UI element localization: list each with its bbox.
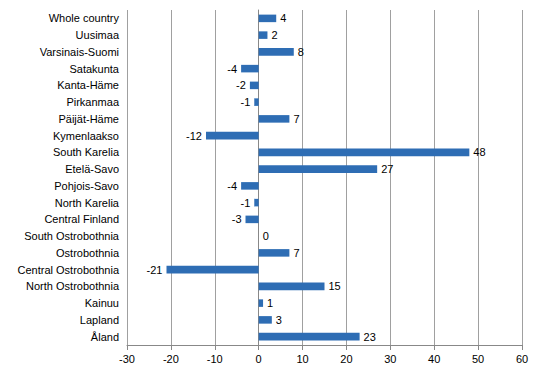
svg-text:Kymenlaakso: Kymenlaakso [53,130,119,142]
svg-text:Lapland: Lapland [80,314,119,326]
svg-text:-3: -3 [232,213,242,225]
svg-text:Satakunta: Satakunta [69,63,119,75]
svg-text:Etelä-Savo: Etelä-Savo [65,163,119,175]
svg-text:-21: -21 [147,264,163,276]
svg-text:0: 0 [263,230,269,242]
svg-text:-2: -2 [236,79,246,91]
svg-text:Åland: Åland [91,331,119,343]
svg-text:-20: -20 [163,353,179,365]
svg-text:7: 7 [293,113,299,125]
svg-text:-12: -12 [186,130,202,142]
svg-text:Pirkanmaa: Pirkanmaa [66,96,119,108]
svg-text:-30: -30 [119,353,135,365]
svg-text:4: 4 [280,12,286,24]
svg-text:60: 60 [516,353,528,365]
svg-text:Ostrobothnia: Ostrobothnia [56,247,120,259]
svg-text:3: 3 [276,314,282,326]
svg-text:-1: -1 [240,197,250,209]
svg-text:10: 10 [296,353,308,365]
svg-text:40: 40 [428,353,440,365]
svg-text:South Karelia: South Karelia [53,146,120,158]
svg-text:-10: -10 [207,353,223,365]
svg-text:8: 8 [298,46,304,58]
svg-text:Central Finland: Central Finland [44,213,119,225]
svg-text:Kanta-Häme: Kanta-Häme [57,79,119,91]
svg-text:South Ostrobothnia: South Ostrobothnia [24,230,120,242]
svg-text:2: 2 [271,29,277,41]
svg-text:Uusimaa: Uusimaa [76,29,120,41]
svg-text:-4: -4 [227,63,237,75]
svg-text:Central Ostrobothnia: Central Ostrobothnia [18,264,120,276]
svg-text:North Ostrobothnia: North Ostrobothnia [26,280,120,292]
svg-text:Päijät-Häme: Päijät-Häme [58,113,119,125]
svg-text:-1: -1 [240,96,250,108]
svg-text:7: 7 [293,247,299,259]
svg-text:15: 15 [329,280,341,292]
svg-text:23: 23 [364,331,376,343]
svg-text:Kainuu: Kainuu [85,297,119,309]
svg-text:1: 1 [267,297,273,309]
svg-text:0: 0 [256,353,262,365]
svg-text:Varsinais-Suomi: Varsinais-Suomi [40,46,119,58]
svg-text:North Karelia: North Karelia [55,197,120,209]
svg-text:Pohjois-Savo: Pohjois-Savo [54,180,119,192]
svg-text:Whole country: Whole country [49,12,120,24]
svg-text:-4: -4 [227,180,237,192]
svg-text:30: 30 [384,353,396,365]
svg-text:27: 27 [381,163,393,175]
svg-text:50: 50 [472,353,484,365]
svg-text:20: 20 [340,353,352,365]
svg-text:48: 48 [473,146,485,158]
